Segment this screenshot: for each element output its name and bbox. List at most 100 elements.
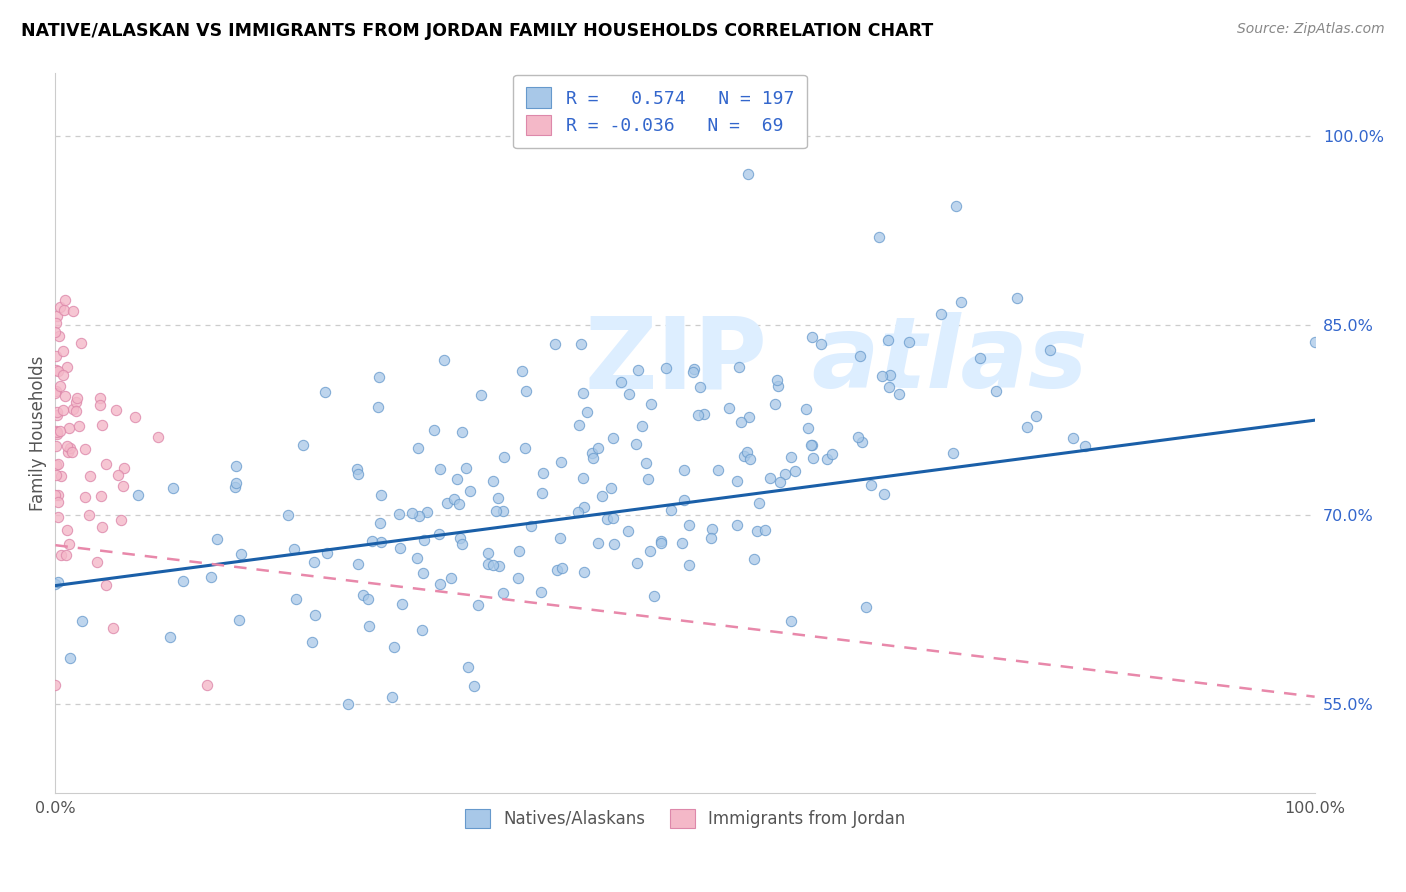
- Point: [742, 552, 765, 566]
- Point: [65, 392, 87, 406]
- Point: [75, 442, 97, 457]
- Point: [942, 446, 965, 460]
- Point: [110, 513, 132, 527]
- Point: [636, 456, 658, 470]
- Point: [673, 492, 696, 507]
- Point: [766, 373, 789, 387]
- Point: [79, 469, 101, 483]
- Point: [599, 481, 621, 495]
- Point: [630, 419, 652, 434]
- Point: [627, 363, 650, 377]
- Point: [969, 351, 991, 365]
- Point: [626, 556, 648, 570]
- Point: [46, 409, 69, 423]
- Point: [876, 334, 898, 348]
- Point: [738, 409, 761, 424]
- Point: [678, 517, 700, 532]
- Point: [56, 445, 79, 459]
- Point: [550, 455, 572, 469]
- Point: [49, 300, 72, 314]
- Point: [427, 526, 450, 541]
- Point: [872, 368, 894, 383]
- Point: [780, 614, 803, 628]
- Point: [544, 337, 567, 351]
- Point: [737, 167, 759, 181]
- Point: [55, 293, 77, 308]
- Point: [46, 457, 69, 471]
- Point: [1062, 431, 1084, 445]
- Point: [546, 563, 568, 577]
- Point: [346, 558, 368, 572]
- Point: [591, 490, 613, 504]
- Point: [337, 698, 360, 712]
- Point: [389, 541, 412, 556]
- Point: [45, 427, 67, 442]
- Point: [821, 447, 844, 461]
- Point: [510, 363, 533, 377]
- Point: [172, 574, 194, 589]
- Point: [59, 651, 82, 665]
- Point: [107, 467, 129, 482]
- Point: [44, 325, 66, 339]
- Point: [457, 660, 479, 674]
- Point: [62, 304, 84, 318]
- Point: [492, 586, 515, 600]
- Point: [458, 484, 481, 499]
- Point: [346, 462, 368, 476]
- Point: [111, 479, 134, 493]
- Point: [62, 401, 84, 416]
- Point: [800, 330, 823, 344]
- Point: [48, 364, 70, 378]
- Point: [748, 496, 770, 510]
- Point: [689, 380, 711, 394]
- Point: [810, 337, 832, 351]
- Point: [482, 474, 505, 488]
- Point: [678, 558, 700, 573]
- Point: [650, 534, 672, 549]
- Point: [450, 537, 472, 551]
- Point: [56, 523, 79, 537]
- Point: [568, 417, 591, 432]
- Point: [949, 294, 972, 309]
- Point: [738, 451, 761, 466]
- Point: [65, 404, 87, 418]
- Point: [45, 384, 67, 399]
- Point: [797, 421, 820, 435]
- Point: [77, 508, 100, 522]
- Point: [815, 451, 838, 466]
- Point: [46, 310, 69, 324]
- Point: [530, 585, 553, 599]
- Point: [357, 619, 380, 633]
- Point: [75, 490, 97, 504]
- Point: [277, 508, 299, 522]
- Point: [159, 630, 181, 644]
- Point: [984, 384, 1007, 398]
- Point: [45, 316, 67, 330]
- Point: [596, 512, 619, 526]
- Point: [513, 441, 536, 455]
- Point: [449, 497, 471, 511]
- Point: [1015, 420, 1038, 434]
- Point: [451, 425, 474, 439]
- Point: [52, 403, 75, 417]
- Point: [873, 486, 896, 500]
- Point: [96, 457, 118, 471]
- Point: [887, 386, 910, 401]
- Point: [45, 363, 67, 377]
- Point: [868, 230, 890, 244]
- Point: [730, 415, 752, 429]
- Point: [90, 418, 112, 433]
- Point: [45, 468, 67, 483]
- Point: [440, 571, 463, 585]
- Point: [783, 464, 806, 478]
- Point: [408, 508, 430, 523]
- Point: [162, 481, 184, 495]
- Point: [582, 450, 605, 465]
- Point: [391, 598, 413, 612]
- Point: [877, 380, 900, 394]
- Point: [572, 500, 595, 514]
- Point: [86, 555, 108, 569]
- Point: [603, 537, 626, 551]
- Text: NATIVE/ALASKAN VS IMMIGRANTS FROM JORDAN FAMILY HOUSEHOLDS CORRELATION CHART: NATIVE/ALASKAN VS IMMIGRANTS FROM JORDAN…: [21, 22, 934, 40]
- Point: [51, 468, 73, 483]
